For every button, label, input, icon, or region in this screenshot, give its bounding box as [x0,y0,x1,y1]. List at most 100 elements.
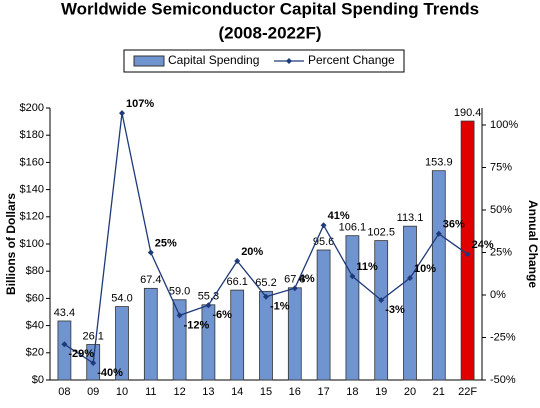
line-value-label: 10% [414,263,436,275]
bar-value-label: 102.5 [367,227,395,239]
bar [57,320,72,381]
line-value-label: -3% [385,304,405,316]
bar [431,170,446,381]
x-tick-label: 13 [202,386,214,398]
line-marker [119,110,125,117]
y-tick-label: $120 [20,211,44,223]
bar [259,290,273,381]
line-marker [407,275,413,281]
x-tick-label: 09 [87,386,99,398]
bar [143,287,158,381]
line-value-label: 41% [328,210,350,222]
line-marker [234,258,241,264]
y2-tick-label: 0% [490,289,506,301]
line-value-label: 20% [241,246,263,258]
y-tick-label: $180 [20,129,44,141]
line-value-label: 11% [356,261,378,273]
line-marker [147,249,154,256]
legend-marker [286,58,292,64]
line-marker [205,302,212,309]
bar-value-label: 54.0 [111,292,132,304]
y-tick-label: $200 [20,102,44,114]
line-value-label: 25% [155,237,177,249]
x-tick-label: 17 [317,386,329,398]
x-tick-label: 15 [260,386,272,398]
bar [172,299,187,381]
y-tick-label: $160 [20,156,44,168]
y2-axis-label: Annual Change [526,200,540,288]
line-marker [464,251,471,258]
legend-label: Capital Spending [168,53,259,67]
x-tick-label: 12 [173,386,185,398]
bar-value-label: 59.0 [169,286,190,298]
x-tick-label: 14 [231,386,243,398]
line-marker [263,293,269,300]
legend-swatch [133,55,165,67]
line-value-label: -12% [184,319,210,331]
line-marker [61,341,68,348]
line-marker [435,230,442,237]
line-value-label: -40% [97,367,123,379]
y2-tick-label: 100% [490,119,518,131]
line-value-label: -29% [68,348,94,360]
bar-value-label: 43.4 [54,307,75,319]
bar-value-label: 190.4 [454,107,482,119]
y2-tick-label: -50% [490,374,516,386]
bar-value-label: 153.9 [425,157,453,169]
x-tick-label: 16 [289,386,301,398]
x-tick-label: 22F [458,386,477,398]
y-tick-label: $80 [26,265,44,277]
y-tick-label: $60 [26,292,44,304]
x-tick-label: 19 [375,386,387,398]
line-value-label: 107% [126,98,154,110]
bar [115,306,129,381]
bar [374,240,389,381]
x-tick-label: 21 [433,386,445,398]
chart-title: Worldwide Semiconductor Capital Spending… [61,0,479,18]
bar-value-label: 95.6 [313,236,334,248]
line-marker [176,312,183,319]
x-tick-label: 08 [58,386,70,398]
y2-tick-label: 75% [490,161,512,173]
bar [403,225,417,381]
chart-subtitle: (2008-2022F) [218,23,321,42]
x-tick-label: 18 [346,386,358,398]
y2-tick-label: 50% [490,204,512,216]
bar-value-label: 26.1 [82,330,103,342]
y-tick-label: $40 [26,320,44,332]
y2-tick-label: -25% [490,331,516,343]
line-value-label: 4% [299,273,315,285]
bar [287,287,302,381]
y2-tick-label: 25% [490,246,512,258]
y-tick-label: $140 [20,184,44,196]
line-marker [378,297,385,304]
bar [460,120,475,381]
line-value-label: -6% [212,309,232,321]
y-axis-label: Billions of Dollars [4,193,18,295]
line-value-label: 24% [472,239,494,251]
y-tick-label: $0 [32,374,44,386]
bar [345,235,360,381]
legend-label: Percent Change [308,53,395,67]
line-marker [320,222,327,229]
line-marker [90,360,97,366]
bar-value-label: 65.2 [255,277,276,289]
line-value-label: 36% [443,219,465,231]
x-tick-label: 10 [116,386,128,398]
bar-value-label: 106.1 [339,222,367,234]
bar [316,249,331,381]
y-tick-label: $20 [26,347,44,359]
line-marker [349,273,356,280]
bar-value-label: 66.1 [226,276,247,288]
legend-box [123,49,405,73]
bar [230,289,245,381]
line-marker [291,285,298,292]
x-tick-label: 20 [404,386,416,398]
bar-value-label: 113.1 [397,212,424,224]
bar-value-label: 55.3 [198,291,219,303]
x-tick-label: 11 [145,386,156,398]
bar-value-label: 67.4 [140,274,161,286]
y-tick-label: $100 [20,238,44,250]
line-value-label: -1% [270,301,290,313]
